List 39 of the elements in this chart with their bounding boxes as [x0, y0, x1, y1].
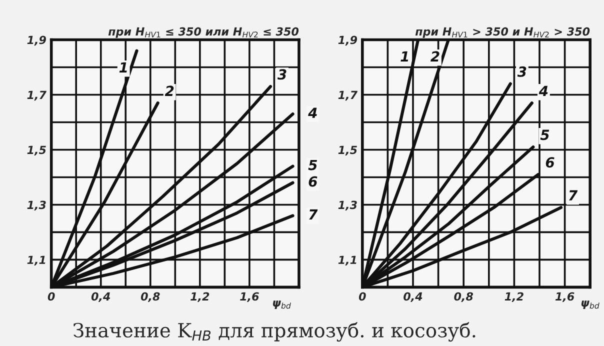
- series-label: 2: [164, 86, 174, 96]
- series-label: 3: [517, 66, 526, 77]
- series-label: 1: [119, 62, 127, 72]
- x-tick-label: 0: [358, 292, 366, 301]
- chart-title: при H$_{HV1}$ ≤ 350 или H$_{HV2}$ ≤ 350: [108, 27, 299, 38]
- x-axis-title: ψ$_{bd}$: [581, 300, 600, 310]
- y-tick-label: 1,7: [338, 90, 358, 101]
- series-label: 4: [538, 86, 548, 96]
- x-tick-label: 0,8: [454, 292, 474, 302]
- x-tick-label: 1,6: [240, 292, 259, 302]
- x-axis-title: ψ$_{bd}$: [272, 300, 291, 310]
- series-label: 4: [308, 108, 317, 118]
- y-tick-label: 1,3: [27, 200, 46, 211]
- chart-title: при H$_{HV1}$ > 350 и H$_{HV2}$ > 350: [415, 27, 590, 38]
- series-label: 2: [430, 51, 440, 62]
- series-label: 7: [309, 209, 318, 220]
- series-label: 7: [569, 190, 578, 200]
- y-tick-label: 1,1: [27, 256, 46, 266]
- series-label: 6: [308, 176, 318, 187]
- x-tick-label: 1,2: [190, 292, 210, 302]
- y-tick-label: 1,3: [338, 200, 357, 211]
- x-tick-label: 0: [48, 292, 55, 301]
- y-tick-label: 1,9: [27, 36, 46, 46]
- x-tick-label: 0,4: [404, 292, 422, 302]
- series-label: 6: [546, 157, 554, 168]
- y-tick-label: 1,5: [27, 146, 46, 156]
- series-label: 5: [540, 130, 550, 140]
- series-label: 5: [308, 160, 318, 170]
- y-tick-label: 1,9: [338, 36, 358, 46]
- series-label: 1: [400, 51, 408, 62]
- text: Значение K$_{HB}$ для прямозуб. и косозуб.: [74, 322, 476, 342]
- y-tick-label: 1,5: [338, 146, 357, 156]
- y-tick-label: 1,1: [338, 256, 356, 266]
- series-label: 3: [277, 69, 286, 80]
- x-tick-label: 0,8: [140, 292, 160, 302]
- x-tick-label: 1,6: [555, 292, 574, 302]
- x-tick-label: 1,2: [504, 292, 524, 302]
- y-tick-label: 1,7: [27, 90, 46, 101]
- x-tick-label: 0,4: [91, 292, 110, 302]
